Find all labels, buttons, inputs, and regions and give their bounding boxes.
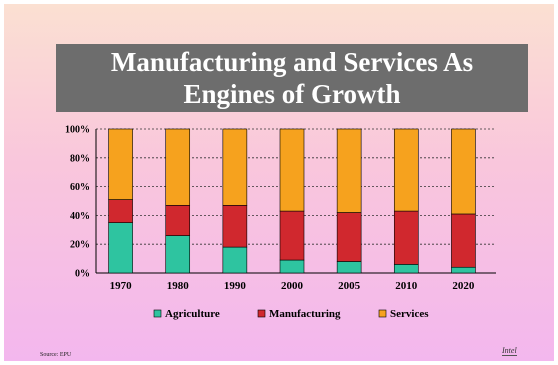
source-note: Source: EPU [40, 352, 72, 358]
bar-services-1970 [108, 128, 133, 200]
x-tick-label: 1980 [167, 280, 190, 292]
bar-services-1980 [165, 128, 191, 206]
title-box: Manufacturing and Services As Engines of… [56, 44, 528, 112]
bar-services-2020 [451, 128, 476, 215]
x-tick-label: 1970 [110, 280, 133, 292]
x-tick-label: 2000 [281, 280, 304, 292]
bar-agriculture-1980 [165, 235, 191, 274]
x-tick-label: 2005 [338, 280, 361, 292]
bar-agriculture-2005 [336, 261, 362, 274]
y-tick-label: 40% [70, 211, 90, 222]
bar-manufacturing-2005 [336, 212, 362, 262]
legend-label-agriculture: Agriculture [165, 308, 220, 320]
x-tick-label: 2010 [395, 280, 418, 292]
y-tick-label: 60% [70, 182, 90, 193]
legend-swatch-agriculture [153, 309, 162, 318]
legend-swatch-manufacturing [257, 309, 266, 318]
bar-services-2005 [336, 128, 362, 213]
legend-swatch-services [378, 309, 387, 318]
bar-agriculture-2000 [279, 259, 305, 274]
stacked-bar-chart: 0% 20% 40% 60% 80% 100% 1970 1980 1990 2000 2005 20… [65, 125, 496, 320]
slide: Manufacturing and Services As Engines of… [4, 4, 554, 361]
legend-label-manufacturing: Manufacturing [269, 308, 341, 320]
bar-services-2000 [279, 128, 305, 212]
y-tick-label: 100% [65, 125, 90, 136]
y-tick-label: 20% [70, 240, 90, 251]
title-line-1: Manufacturing and Services As [110, 47, 474, 77]
bar-manufacturing-2010 [393, 210, 419, 265]
y-tick-label: 0% [75, 269, 90, 280]
bar-manufacturing-2000 [279, 210, 305, 261]
bar-agriculture-1990 [222, 246, 248, 274]
bar-manufacturing-1970 [108, 199, 133, 223]
legend-label-services: Services [390, 308, 429, 320]
bar-agriculture-1970 [108, 222, 133, 274]
bar-manufacturing-2020 [451, 213, 476, 268]
bar-services-1990 [222, 128, 248, 206]
x-tick-label: 1990 [224, 280, 247, 292]
x-tick-label: 2020 [452, 280, 475, 292]
bar-manufacturing-1990 [222, 205, 248, 248]
bar-manufacturing-1980 [165, 205, 191, 236]
y-tick-label: 80% [70, 153, 90, 164]
logo: Intel [502, 346, 517, 356]
bar-agriculture-2010 [393, 264, 419, 274]
bar-services-2010 [393, 128, 419, 212]
bar-agriculture-2020 [451, 266, 476, 274]
title-line-2: Engines of Growth [183, 79, 401, 109]
